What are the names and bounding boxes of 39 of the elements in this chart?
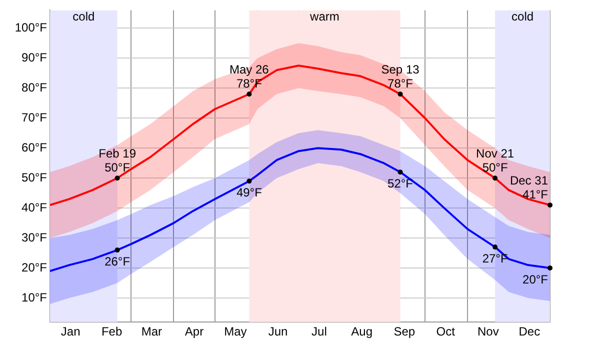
y-tick-label: 40°F	[22, 200, 47, 214]
x-tick-label: Sep	[394, 324, 416, 339]
x-tick-label: Dec	[518, 324, 540, 339]
x-tick-label: Jun	[268, 324, 288, 339]
x-tick-label: Feb	[101, 324, 122, 339]
annotation: Feb 19	[98, 146, 136, 160]
y-tick-label: 90°F	[22, 50, 47, 64]
x-tick-label: Jan	[60, 324, 80, 339]
annotation: 52°F	[388, 176, 414, 190]
y-tick-label: 100°F	[14, 20, 47, 34]
annotation: Nov 21	[476, 146, 514, 160]
annotation: 27°F	[482, 251, 508, 266]
x-tick-label: Oct	[436, 324, 456, 339]
x-tick-label: May	[224, 324, 247, 339]
y-tick-label: 60°F	[22, 140, 47, 154]
x-tick-label: Mar	[141, 324, 162, 339]
annotation: 78°F	[388, 76, 414, 90]
annotation: 41°F	[522, 187, 548, 202]
x-tick-label: Nov	[478, 324, 499, 339]
annotation: Sep 13	[381, 62, 420, 76]
x-tick-label: Aug	[351, 324, 372, 339]
y-tick-label: 80°F	[22, 80, 47, 94]
y-tick-label: 10°F	[22, 290, 47, 304]
annotation: May 26	[229, 62, 270, 76]
band-label: cold	[72, 10, 95, 24]
y-tick-label: 20°F	[22, 260, 47, 274]
annotation: 50°F	[482, 160, 508, 174]
annotation: 49°F	[236, 185, 262, 200]
band-label: cold	[512, 10, 534, 24]
y-tick-label: 50°F	[22, 170, 47, 184]
y-tick-label: 30°F	[22, 230, 47, 244]
y-tick-label: 70°F	[22, 110, 47, 124]
annotation: 50°F	[104, 160, 130, 174]
x-tick-label: Apr	[184, 324, 204, 339]
annotation: 26°F	[104, 254, 130, 268]
x-tick-label: Jul	[312, 324, 327, 339]
annotation: 20°F	[522, 272, 548, 286]
annotation: Dec 31	[510, 173, 548, 188]
band-label: warm	[309, 10, 340, 24]
